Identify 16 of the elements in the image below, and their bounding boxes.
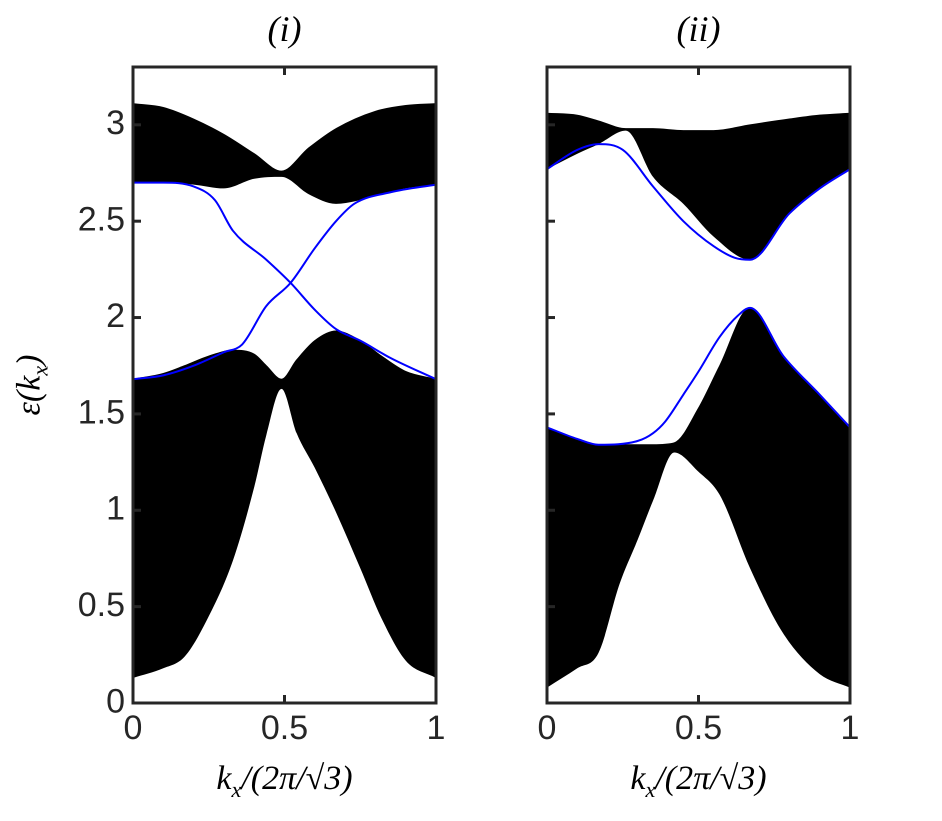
x-tick-label: 1 xyxy=(840,708,860,747)
x-tick-label: 0.5 xyxy=(260,708,308,747)
x-tick-label: 1 xyxy=(426,708,446,747)
y-tick-label: 2.5 xyxy=(78,200,125,239)
chart-title: (ii) xyxy=(676,8,720,50)
y-tick-label: 1.5 xyxy=(78,393,125,432)
chart-title: (i) xyxy=(268,8,302,50)
x-axis-title: k$_{x}$/(2π/√3) xyxy=(216,760,353,803)
x-axis-title: k$_{x}$/(2π/√3) xyxy=(630,760,767,803)
x-tick-label: 0 xyxy=(538,708,556,747)
x-tick-label: 0.5 xyxy=(674,708,722,747)
y-tick-label: 0 xyxy=(106,682,125,720)
y-tick-label: 1 xyxy=(106,490,125,528)
y-tick-label: 0.5 xyxy=(78,586,125,624)
y-tick-label: 3 xyxy=(106,104,125,142)
y-tick-label: 2 xyxy=(106,296,125,335)
